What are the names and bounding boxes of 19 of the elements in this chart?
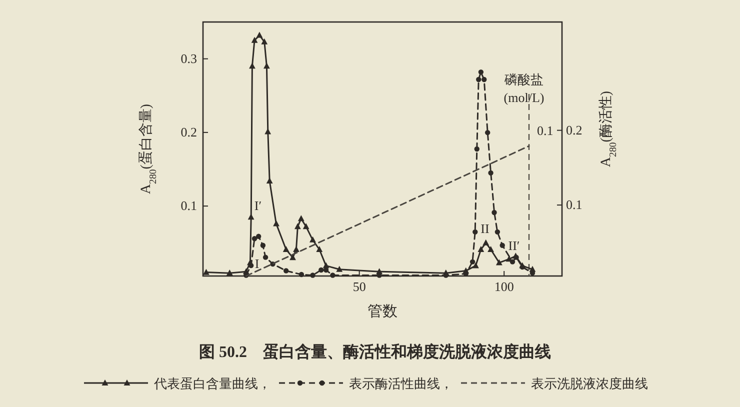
legend-label: 表示酶活性曲线， — [349, 376, 453, 391]
annotation: II′ — [508, 238, 520, 253]
y2-tick-label: 0.1 — [566, 197, 582, 212]
annotation: I — [254, 256, 260, 271]
annotation: II — [480, 221, 490, 236]
x-tick-label: 100 — [494, 279, 514, 294]
y2-tick-label: 0.2 — [566, 122, 582, 138]
text: 图 50.2 蛋白含量、酶活性和梯度洗脱液浓度曲线 — [199, 342, 551, 361]
y-tick-label: 0.2 — [180, 124, 197, 140]
annotation: 0.1 — [537, 123, 554, 138]
y-tick-label: 0.1 — [180, 198, 197, 214]
y-tick-label: 0.3 — [180, 50, 197, 66]
x-tick-label: 50 — [352, 279, 366, 294]
legend-label: 表示洗脱液浓度曲线 — [531, 376, 648, 391]
legend-label: 代表蛋白含量曲线， — [153, 376, 271, 391]
annotation: 磷酸盐 — [504, 72, 544, 87]
x-axis-title: 管数 — [368, 304, 398, 320]
annotation: I′ — [254, 198, 262, 213]
annotation: (mol/L) — [504, 90, 544, 105]
